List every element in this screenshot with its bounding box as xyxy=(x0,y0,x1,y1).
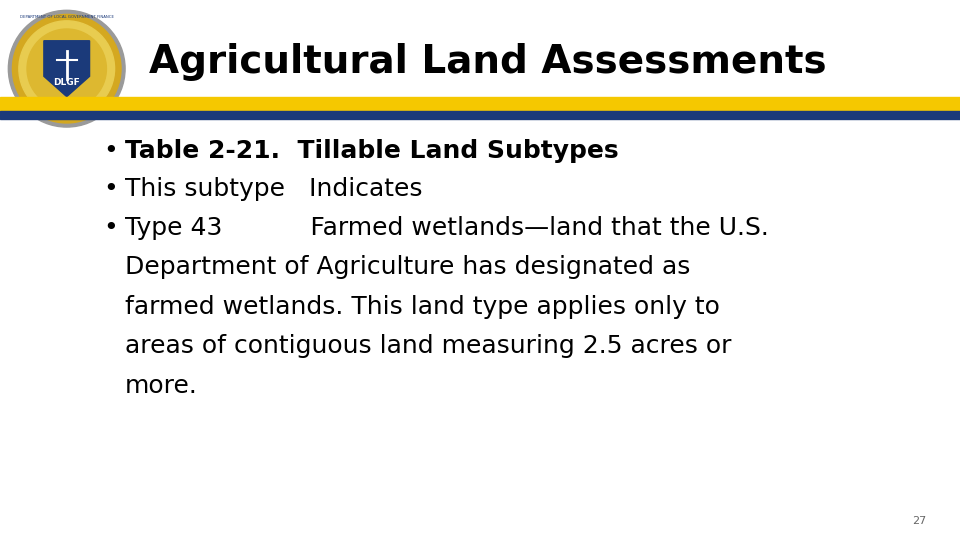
Text: DEPARTMENT OF LOCAL GOVERNMENT FINANCE: DEPARTMENT OF LOCAL GOVERNMENT FINANCE xyxy=(20,15,113,19)
Text: 27: 27 xyxy=(912,516,926,526)
Text: Table 2-21.  Tillable Land Subtypes: Table 2-21. Tillable Land Subtypes xyxy=(125,139,618,163)
Text: Agricultural Land Assessments: Agricultural Land Assessments xyxy=(149,43,827,81)
Text: areas of contiguous land measuring 2.5 acres or: areas of contiguous land measuring 2.5 a… xyxy=(125,334,732,358)
Text: farmed wetlands. This land type applies only to: farmed wetlands. This land type applies … xyxy=(125,295,720,319)
Polygon shape xyxy=(44,41,89,97)
Text: •: • xyxy=(103,177,118,201)
Text: •: • xyxy=(103,139,118,163)
Circle shape xyxy=(9,10,125,127)
Circle shape xyxy=(19,21,114,117)
Text: Department of Agriculture has designated as: Department of Agriculture has designated… xyxy=(125,255,690,279)
Text: INDIANA: INDIANA xyxy=(52,114,82,119)
Text: ★: ★ xyxy=(34,98,37,103)
Text: This subtype   Indicates: This subtype Indicates xyxy=(125,177,422,201)
Text: more.: more. xyxy=(125,374,198,397)
Text: DLGF: DLGF xyxy=(54,78,80,86)
Text: Type 43           Farmed wetlands—land that the U.S.: Type 43 Farmed wetlands—land that the U.… xyxy=(125,216,769,240)
Text: ★: ★ xyxy=(64,111,69,116)
Circle shape xyxy=(12,15,121,123)
Circle shape xyxy=(27,29,107,109)
Text: ★: ★ xyxy=(96,98,100,103)
Text: •: • xyxy=(103,216,118,240)
